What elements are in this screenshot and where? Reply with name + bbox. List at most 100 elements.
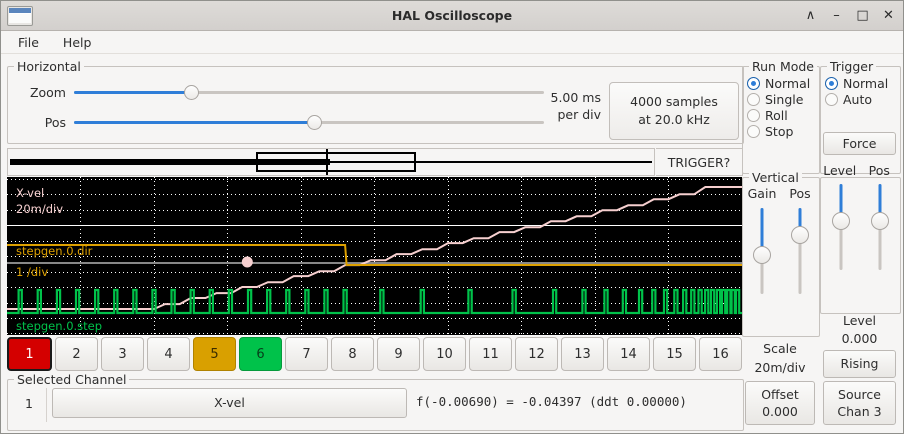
sample-count-label: 4000 samples bbox=[630, 94, 718, 109]
radio-run-single[interactable]: Single bbox=[747, 92, 819, 107]
maximize-icon[interactable]: □ bbox=[856, 8, 869, 23]
channel-button-3[interactable]: 3 bbox=[101, 337, 144, 371]
sample-rate-box[interactable]: 4000 samples at 20.0 kHz bbox=[609, 82, 739, 140]
vertical-group-label: Vertical bbox=[749, 170, 802, 185]
strip-view-window[interactable] bbox=[256, 152, 416, 172]
channel-button-row: 1 2 3 4 5 6 7 8 9 10 11 12 13 14 15 16 bbox=[7, 337, 742, 371]
scope-display[interactable]: X-vel 20m/div stepgen.0.dir 1 /div stepg… bbox=[7, 177, 742, 335]
vertical-sliders bbox=[743, 204, 819, 298]
zoom-slider-track bbox=[74, 91, 544, 94]
force-trigger-button[interactable]: Force bbox=[823, 132, 896, 155]
radio-indicator bbox=[747, 93, 760, 106]
pos-slider[interactable] bbox=[74, 113, 544, 131]
pos-slider-fill bbox=[74, 121, 319, 124]
trigger-pos-slider[interactable] bbox=[861, 180, 901, 280]
slider-knob[interactable] bbox=[753, 246, 771, 264]
channel-button-10[interactable]: 10 bbox=[423, 337, 466, 371]
strip-bar-left bbox=[10, 159, 330, 165]
radio-indicator bbox=[747, 125, 760, 138]
pos-row: Pos bbox=[8, 111, 743, 133]
slider-fill bbox=[760, 208, 764, 256]
trigger-position-strip[interactable] bbox=[7, 148, 655, 176]
radio-label: Single bbox=[765, 92, 804, 107]
trigger-level-caption: Level bbox=[843, 313, 876, 328]
minimize-icon[interactable]: – bbox=[833, 8, 840, 23]
vertical-pos-slider[interactable] bbox=[781, 204, 819, 298]
slider-knob[interactable] bbox=[831, 212, 850, 230]
window-controls: ∧ – □ ✕ bbox=[804, 9, 895, 23]
grid-hline bbox=[7, 241, 742, 242]
channel-button-1[interactable]: 1 bbox=[7, 337, 52, 371]
channel-button-6[interactable]: 6 bbox=[239, 337, 282, 371]
time-per-div: 5.00 ms per div bbox=[525, 89, 602, 123]
trigger-level-readout: Level 0.000 bbox=[820, 312, 899, 348]
channel-button-2[interactable]: 2 bbox=[55, 337, 98, 371]
trigger-level-value: 0.000 bbox=[841, 331, 878, 346]
radio-run-normal[interactable]: Normal bbox=[747, 76, 819, 91]
vertical-offset-caption: Offset bbox=[761, 387, 799, 402]
trigger-level-slider[interactable] bbox=[821, 180, 861, 280]
zoom-label: Zoom bbox=[29, 84, 66, 100]
pos-label: Pos bbox=[44, 114, 66, 130]
vertical-gain-slider[interactable] bbox=[743, 204, 781, 298]
channel-button-12[interactable]: 12 bbox=[515, 337, 558, 371]
selected-pin-button[interactable]: X-vel bbox=[52, 388, 407, 418]
strip-center-tick bbox=[326, 149, 328, 175]
menu-bar: File Help bbox=[1, 31, 903, 54]
slider-knob[interactable] bbox=[871, 212, 890, 230]
trigger-status-label: TRIGGER? bbox=[656, 148, 743, 176]
slider-knob[interactable] bbox=[791, 226, 809, 244]
vertical-group: Vertical Gain Pos bbox=[742, 170, 820, 337]
vertical-scale-caption: Scale bbox=[763, 341, 797, 356]
trigger-slider-headers: Level Pos bbox=[820, 163, 899, 178]
shade-icon[interactable]: ∧ bbox=[805, 8, 816, 23]
channel-button-9[interactable]: 9 bbox=[377, 337, 420, 371]
trace-label-2-name: stepgen.0.dir bbox=[16, 244, 93, 258]
vertical-gain-column-label: Gain bbox=[747, 186, 777, 201]
run-mode-group: Run Mode Normal Single Roll Stop bbox=[742, 59, 820, 174]
time-per-div-unit: per div bbox=[557, 107, 601, 122]
channel-button-5[interactable]: 5 bbox=[193, 337, 236, 371]
vertical-scale-value: 20m/div bbox=[754, 360, 806, 375]
horizontal-group: Horizontal Zoom Pos 5.00 ms per div 4000… bbox=[7, 59, 744, 144]
radio-run-roll[interactable]: Roll bbox=[747, 108, 819, 123]
trigger-source-value: Chan 3 bbox=[837, 404, 882, 419]
channel-button-7[interactable]: 7 bbox=[285, 337, 328, 371]
horizontal-group-label: Horizontal bbox=[14, 59, 84, 74]
channel-button-15[interactable]: 15 bbox=[653, 337, 696, 371]
channel-button-8[interactable]: 8 bbox=[331, 337, 374, 371]
channel-button-11[interactable]: 11 bbox=[469, 337, 512, 371]
value-readout: f(-0.00690) = -0.04397 (ddt 0.00000) bbox=[416, 394, 687, 409]
window-icon[interactable] bbox=[7, 5, 33, 26]
trace-label-1-name: X-vel bbox=[16, 186, 45, 200]
selected-channel-number: 1 bbox=[25, 396, 33, 411]
channel-button-16[interactable]: 16 bbox=[699, 337, 742, 371]
channel-button-13[interactable]: 13 bbox=[561, 337, 604, 371]
vertical-offset-button[interactable]: Offset 0.000 bbox=[745, 381, 815, 425]
radio-run-stop[interactable]: Stop bbox=[747, 124, 819, 139]
radio-indicator bbox=[825, 93, 838, 106]
menu-item-help[interactable]: Help bbox=[62, 34, 92, 50]
trigger-source-button[interactable]: Source Chan 3 bbox=[823, 381, 896, 425]
menu-item-file[interactable]: File bbox=[18, 34, 39, 50]
radio-trigger-normal[interactable]: Normal bbox=[825, 76, 900, 91]
selected-channel-label: Selected Channel bbox=[14, 372, 130, 387]
vertical-pos-column-label: Pos bbox=[789, 186, 811, 201]
trigger-level-column-label: Level bbox=[823, 163, 857, 178]
trigger-edge-button[interactable]: Rising bbox=[823, 350, 896, 378]
pos-slider-knob[interactable] bbox=[306, 115, 322, 130]
radio-label: Auto bbox=[843, 92, 873, 107]
strip-bar-right bbox=[330, 161, 652, 163]
zoom-slider-knob[interactable] bbox=[184, 85, 200, 100]
channel-button-14[interactable]: 14 bbox=[607, 337, 650, 371]
trigger-sliders-panel bbox=[820, 177, 901, 314]
channel-button-4[interactable]: 4 bbox=[147, 337, 190, 371]
close-icon[interactable]: ✕ bbox=[883, 8, 894, 23]
run-mode-label: Run Mode bbox=[749, 59, 817, 74]
zoom-slider-fill bbox=[74, 91, 197, 94]
trigger-group-label: Trigger bbox=[827, 59, 877, 74]
radio-trigger-auto[interactable]: Auto bbox=[825, 92, 900, 107]
selected-channel-group: Selected Channel 1 X-vel f(-0.00690) = -… bbox=[7, 372, 744, 431]
zoom-slider[interactable] bbox=[74, 83, 544, 101]
